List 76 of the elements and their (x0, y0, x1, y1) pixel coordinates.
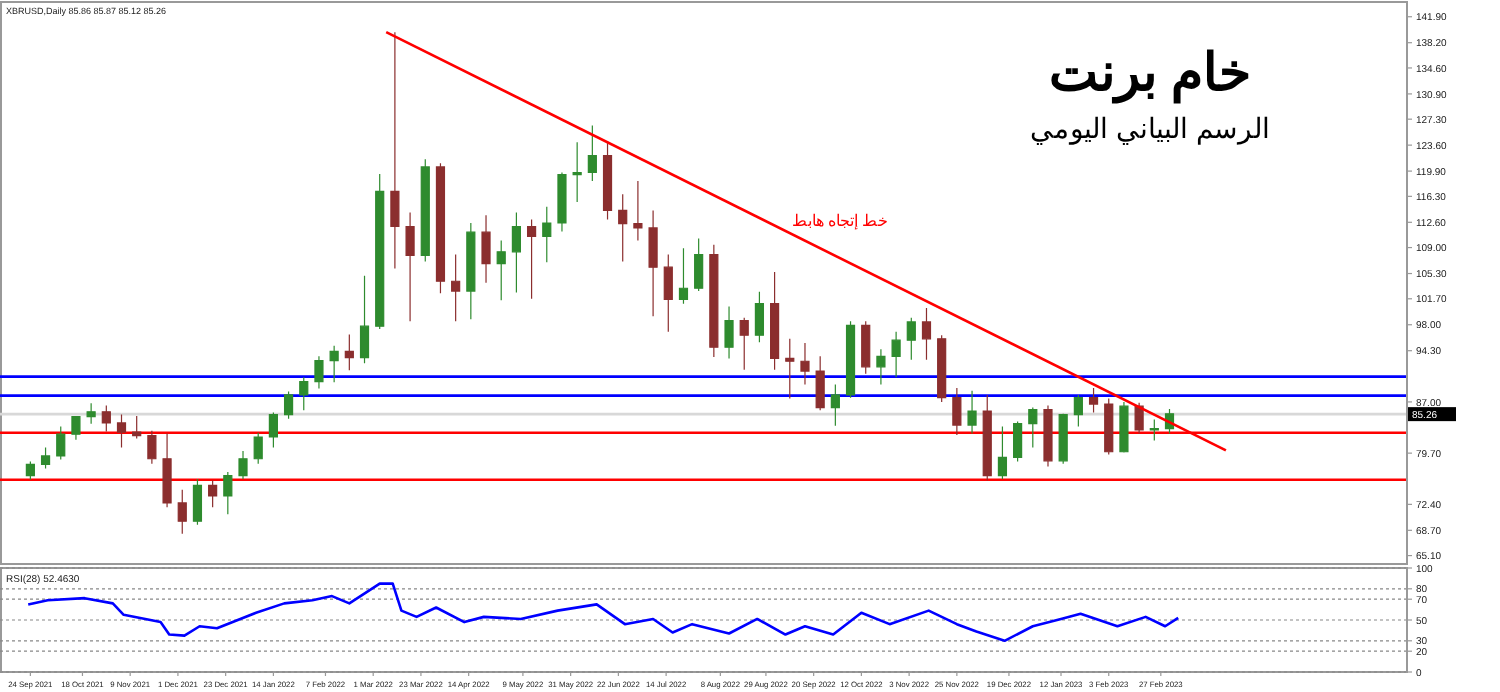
candlestick (496, 239, 506, 301)
candlestick (921, 307, 932, 361)
candlestick (587, 124, 597, 182)
candlestick (739, 317, 749, 371)
candlestick (997, 425, 1008, 480)
text: الرسم البياني اليومي (1030, 112, 1270, 146)
candlestick (526, 218, 537, 300)
candlestick (481, 214, 491, 284)
candlestick (223, 471, 233, 515)
candlestick (815, 355, 825, 411)
candlestick (891, 331, 901, 378)
candlestick (390, 31, 400, 270)
candlestick (56, 425, 66, 461)
candlestick (299, 376, 309, 411)
candlestick (208, 479, 218, 508)
candlestick (876, 348, 886, 385)
candlestick (694, 237, 704, 292)
candlestick (268, 411, 278, 449)
candlestick (86, 402, 96, 425)
candlestick (557, 171, 567, 233)
candlestick (132, 415, 142, 440)
candlestick (25, 460, 35, 481)
candlestick (329, 345, 339, 383)
candlestick (633, 180, 643, 242)
candlestick (663, 253, 673, 333)
candlestick (1149, 418, 1159, 442)
candlestick (906, 317, 916, 361)
annotation: خط إتجاه هابط (791, 212, 889, 230)
candlestick (192, 478, 203, 526)
candlestick (982, 394, 992, 482)
candlestick (1028, 406, 1038, 449)
candlestick (435, 162, 446, 294)
candlestick (116, 413, 127, 449)
candlestick (754, 291, 765, 343)
candlestick (101, 404, 111, 432)
candlestick (709, 244, 719, 358)
candlestick (1104, 397, 1114, 456)
candlestick (724, 305, 734, 360)
candlestick (177, 489, 187, 535)
candlestick (359, 275, 370, 364)
text: خام برنت (1048, 42, 1252, 104)
candlestick (602, 140, 613, 221)
candlestick (283, 390, 294, 420)
candlestick (420, 158, 430, 263)
candlestick (618, 193, 628, 263)
candlestick (770, 271, 780, 371)
candlestick (861, 320, 871, 375)
candlestick (40, 446, 51, 470)
candlestick (800, 342, 810, 385)
candlestick (678, 247, 689, 305)
candlestick (405, 211, 415, 322)
candlestick (1134, 402, 1144, 435)
candlestick (511, 211, 521, 294)
candlestick (375, 173, 385, 330)
candlestick (1119, 401, 1129, 454)
candlestick (1013, 420, 1023, 463)
candlestick (162, 432, 172, 508)
candlestick (967, 390, 977, 435)
candlestick (466, 222, 476, 320)
candlestick (314, 355, 324, 390)
candlestick (542, 206, 552, 263)
candlestick (845, 320, 856, 399)
candlestick (451, 253, 461, 322)
candlestick (1043, 404, 1053, 468)
candlestick (1073, 394, 1083, 428)
candlestick (253, 432, 263, 465)
candlestick (71, 415, 81, 441)
candlestick (147, 430, 157, 465)
candlestick (1058, 413, 1068, 465)
line-series (26, 582, 1180, 643)
candlestick (238, 450, 248, 480)
candlestick (937, 334, 947, 403)
candlestick (830, 383, 840, 427)
candlestick (648, 209, 658, 317)
candlestick (1088, 387, 1099, 414)
candlestick (952, 387, 962, 436)
